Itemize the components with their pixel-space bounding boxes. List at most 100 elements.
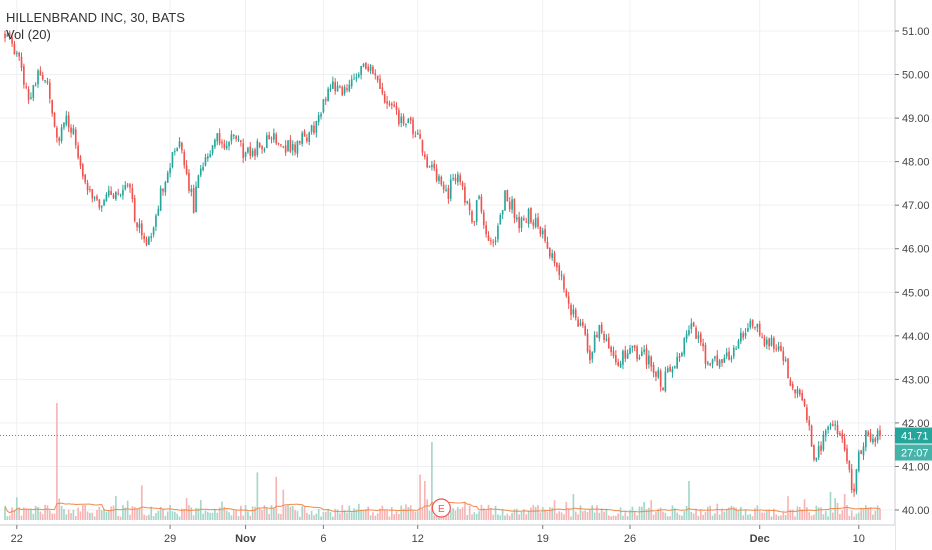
earnings-marker-circle — [431, 498, 451, 518]
candle-body — [513, 198, 516, 219]
candle-body — [834, 424, 837, 426]
candle-body — [657, 369, 660, 378]
candle-body — [808, 420, 811, 426]
volume-bar — [511, 512, 513, 520]
volume-bar — [357, 503, 360, 520]
candle-body — [850, 468, 853, 491]
volume-bar — [423, 481, 426, 520]
candle-body — [209, 154, 212, 158]
volume-bar — [381, 505, 384, 520]
volume-legend[interactable]: Vol (20) — [6, 27, 51, 42]
candle-body — [751, 319, 754, 326]
candle-body — [827, 426, 829, 430]
candle-body — [164, 182, 167, 193]
candle-body — [874, 438, 877, 442]
price-tick-label: 50.00 — [902, 70, 930, 82]
candle-body — [261, 146, 263, 150]
candle-body — [204, 157, 207, 166]
volume-bar — [695, 508, 697, 520]
volume-bar — [235, 510, 237, 520]
volume-bar — [787, 496, 789, 520]
earnings-marker[interactable]: E — [431, 498, 451, 518]
candle-body — [336, 85, 339, 92]
candle-body — [676, 356, 678, 368]
candle-body — [669, 366, 671, 372]
candle-body — [537, 217, 539, 227]
volume-bar — [666, 516, 669, 520]
volume-bar — [115, 496, 117, 520]
candle-body — [409, 117, 412, 121]
volume-bar — [801, 509, 803, 520]
volume-bar — [157, 510, 160, 520]
candle-body — [843, 438, 846, 450]
volume-bar — [225, 510, 228, 520]
volume-bar — [707, 506, 709, 520]
candle-body — [433, 163, 436, 169]
candle-body — [419, 134, 421, 139]
symbol-title[interactable]: HILLENBRAND INC, 30, BATS — [6, 10, 185, 25]
price-tick-label: 47.00 — [902, 200, 930, 212]
time-tick-label: 12 — [412, 533, 424, 545]
volume-bar — [407, 507, 410, 520]
volume-bar — [376, 513, 379, 520]
volume-bar — [659, 507, 662, 520]
volume-bar — [570, 516, 572, 520]
price-tick-label: 45.00 — [902, 287, 930, 299]
volume-bar — [379, 508, 381, 520]
volume-bar — [100, 510, 103, 520]
candle-body — [697, 335, 700, 339]
candle-body — [379, 78, 381, 89]
volume-bar — [386, 510, 388, 520]
volume-bar — [181, 508, 183, 520]
volume-bar — [282, 489, 285, 520]
price-axis[interactable]: 51.00 50.00 49.00 48.00 47.00 46.00 45.00 44.00… — [894, 0, 932, 550]
candle-body — [638, 357, 641, 360]
candle-body — [166, 172, 169, 183]
candle-body — [508, 201, 511, 210]
volume-bar — [754, 508, 756, 520]
volume-bar — [850, 510, 853, 520]
volume-bar — [150, 506, 153, 520]
volume-bar — [280, 514, 282, 520]
volume-bar — [598, 512, 601, 520]
volume-bar — [758, 510, 761, 520]
candle-body — [791, 384, 794, 389]
volume-bar — [711, 515, 714, 520]
candle-body — [159, 188, 162, 211]
candle-body — [633, 345, 636, 348]
volume-bar — [171, 511, 174, 520]
candle-body — [860, 450, 862, 454]
volume-bar — [223, 506, 226, 520]
candle-body — [320, 113, 322, 117]
candle-body — [560, 275, 563, 277]
candle-body — [34, 84, 37, 86]
volume-bar — [681, 515, 683, 520]
candle-body — [855, 469, 858, 492]
candle-body — [593, 334, 596, 353]
volume-bar — [190, 507, 193, 520]
volume-bar — [53, 513, 56, 520]
volume-bar — [798, 507, 801, 520]
candle-body — [598, 325, 601, 339]
volume-bar — [662, 511, 664, 520]
candle-body — [258, 142, 261, 147]
volume-bar — [737, 510, 740, 520]
candle-body — [683, 338, 686, 355]
candle-body — [162, 189, 164, 192]
candle-body — [596, 334, 598, 338]
volume-bar — [732, 506, 735, 520]
candle-body — [376, 75, 379, 81]
volume-bar — [796, 506, 799, 520]
time-axis[interactable]: 22 29 Nov 6 12 19 26 Dec 10 — [0, 524, 895, 550]
candle-body — [84, 174, 87, 183]
candle-body — [431, 164, 433, 168]
candle-body — [407, 119, 410, 123]
candle-body — [362, 63, 365, 67]
countdown-tag-bg — [895, 444, 932, 461]
candle-body — [577, 319, 579, 327]
volume-bar — [718, 514, 721, 520]
candle-body — [51, 100, 53, 114]
volume-bar — [249, 515, 252, 520]
volume-bar — [395, 511, 398, 520]
